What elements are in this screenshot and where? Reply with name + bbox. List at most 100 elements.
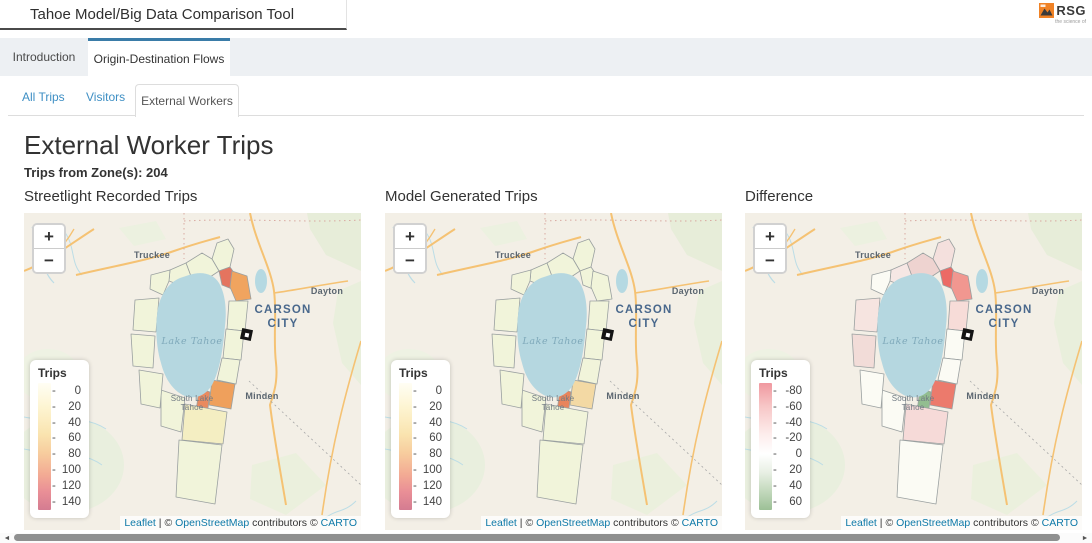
rsg-logo-tagline: the science of	[1038, 19, 1086, 25]
panel-streetlight: Streetlight Recorded Trips Truckee Dayto…	[24, 188, 361, 530]
legend-value: -20	[779, 432, 802, 444]
legend-gradient-bar	[38, 383, 51, 510]
legend-value: 40	[58, 417, 81, 429]
zone-info: Trips from Zone(s): 204	[24, 165, 168, 180]
carto-link[interactable]: CARTO	[321, 517, 357, 529]
legend-value: -80	[779, 385, 802, 397]
legend-value: 60	[779, 496, 802, 508]
zone-west_2[interactable]	[492, 334, 516, 368]
rsg-logo[interactable]: RSG the science of	[1038, 3, 1086, 25]
tab-all-trips[interactable]: All Trips	[22, 90, 65, 104]
zone-west_1[interactable]	[860, 370, 884, 408]
zoom-in-button[interactable]: +	[755, 225, 785, 248]
leaflet-link[interactable]: Leaflet	[485, 517, 517, 529]
carto-link[interactable]: CARTO	[682, 517, 718, 529]
horizontal-scrollbar[interactable]: ◄ ►	[0, 533, 1092, 543]
zone-west_1[interactable]	[139, 370, 163, 408]
zoom-in-button[interactable]: +	[34, 225, 64, 248]
washoe-lake-water	[255, 269, 267, 293]
map-attribution: Leaflet | © OpenStreetMap contributors ©…	[841, 516, 1082, 530]
legend-title: Trips	[759, 366, 802, 380]
map-marker-icon[interactable]	[961, 328, 974, 341]
legend-value: 80	[419, 448, 442, 460]
trips-legend: Trips -0-20-40-60-80-100-120-140	[30, 360, 89, 518]
legend-row: -40	[773, 478, 802, 494]
label-lake-tahoe: Lake Tahoe	[160, 336, 222, 347]
osm-link[interactable]: OpenStreetMap	[175, 517, 249, 529]
leaflet-link[interactable]: Leaflet	[845, 517, 877, 529]
osm-link[interactable]: OpenStreetMap	[536, 517, 610, 529]
zone-east_1[interactable]	[948, 301, 969, 331]
map-marker-icon[interactable]	[240, 328, 253, 341]
zone-west_3[interactable]	[854, 298, 880, 332]
tab-introduction[interactable]: Introduction	[0, 38, 88, 76]
tab-origin-destination-flows[interactable]: Origin-Destination Flows	[88, 38, 230, 76]
label-truckee: Truckee	[134, 250, 170, 260]
zone-east_1[interactable]	[588, 301, 609, 331]
label-minden: Minden	[606, 391, 639, 401]
legend-value: 40	[419, 417, 442, 429]
zone-west_2[interactable]	[852, 334, 876, 368]
app-title: Tahoe Model/Big Data Comparison Tool	[30, 6, 294, 23]
label-carson-city: CARSON	[254, 304, 311, 316]
label-dayton: Dayton	[1032, 286, 1064, 296]
tab-visitors[interactable]: Visitors	[86, 90, 125, 104]
map-title: Streetlight Recorded Trips	[24, 188, 361, 213]
legend-row: --40	[773, 415, 802, 431]
leaflet-map[interactable]: Truckee Dayton CARSON CITY Lake Tahoe Mi…	[385, 213, 722, 530]
legend-value: 40	[779, 480, 802, 492]
legend-value: 0	[419, 385, 442, 397]
panel-difference: Difference Truckee Dayton CARSON CITY La…	[745, 188, 1082, 530]
legend-row: -20	[52, 399, 81, 415]
legend-value: -60	[779, 401, 802, 413]
zoom-out-button[interactable]: −	[395, 248, 425, 272]
legend-gradient-bar	[399, 383, 412, 510]
zoom-out-button[interactable]: −	[755, 248, 785, 272]
legend-value: 80	[58, 448, 81, 460]
zone-west_3[interactable]	[494, 298, 520, 332]
scroll-left-icon[interactable]: ◄	[2, 533, 12, 543]
zone-south_2[interactable]	[176, 440, 222, 504]
label-south-lake-tahoe: Tahoe	[902, 403, 925, 412]
washoe-lake-water	[976, 269, 988, 293]
zoom-in-button[interactable]: +	[395, 225, 425, 248]
leaflet-map[interactable]: Truckee Dayton CARSON CITY Lake Tahoe Mi…	[745, 213, 1082, 530]
legend-value: 20	[779, 464, 802, 476]
legend-value: 60	[58, 432, 81, 444]
legend-labels: --80--60--40--20-0-20-40-60	[773, 383, 802, 510]
legend-title: Trips	[399, 366, 442, 380]
zone-south_2[interactable]	[537, 440, 583, 504]
label-carson-city: CARSON	[975, 304, 1032, 316]
legend-row: -20	[773, 462, 802, 478]
app-title-card: Tahoe Model/Big Data Comparison Tool	[0, 0, 347, 30]
label-lake-tahoe: Lake Tahoe	[881, 336, 943, 347]
legend-labels: -0-20-40-60-80-100-120-140	[413, 383, 442, 510]
zone-east_1[interactable]	[227, 301, 248, 331]
legend-value: -40	[779, 417, 802, 429]
legend-value: 120	[419, 480, 442, 492]
legend-value: 140	[419, 496, 442, 508]
map-marker-icon[interactable]	[601, 328, 614, 341]
legend-row: -20	[413, 399, 442, 415]
legend-value: 20	[419, 401, 442, 413]
legend-row: -120	[413, 478, 442, 494]
trips-legend: Trips -0-20-40-60-80-100-120-140	[391, 360, 450, 518]
tab-external-workers[interactable]: External Workers	[135, 84, 239, 117]
legend-row: -60	[52, 431, 81, 447]
zoom-out-button[interactable]: −	[34, 248, 64, 272]
zone-west_3[interactable]	[133, 298, 159, 332]
leaflet-link[interactable]: Leaflet	[124, 517, 156, 529]
zone-south_2[interactable]	[897, 440, 943, 504]
carto-link[interactable]: CARTO	[1042, 517, 1078, 529]
leaflet-map[interactable]: Truckee Dayton CARSON CITY Lake Tahoe Mi…	[24, 213, 361, 530]
scrollbar-thumb[interactable]	[14, 534, 1060, 541]
label-south-lake-tahoe: South Lake	[171, 394, 214, 403]
rsg-logo-text: RSG	[1056, 3, 1086, 18]
zone-west_1[interactable]	[500, 370, 524, 408]
app-window: Tahoe Model/Big Data Comparison Tool RSG…	[0, 0, 1092, 543]
scroll-right-icon[interactable]: ►	[1080, 533, 1090, 543]
zone-west_2[interactable]	[131, 334, 155, 368]
osm-link[interactable]: OpenStreetMap	[896, 517, 970, 529]
legend-row: -100	[413, 462, 442, 478]
label-carson-city: CITY	[629, 318, 660, 330]
